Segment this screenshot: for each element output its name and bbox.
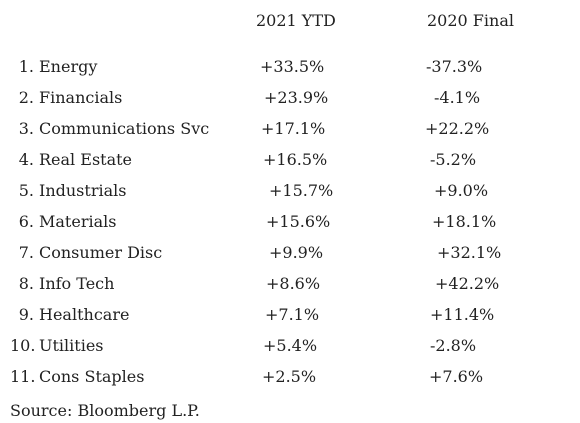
ytd-value: +15.6%: [266, 212, 331, 231]
sector-name: Consumer Disc: [39, 243, 163, 262]
ytd-value: +23.9%: [264, 88, 329, 107]
rank-number: 10.: [10, 336, 36, 355]
sector-name: Financials: [39, 88, 123, 107]
final-value: +22.2%: [425, 119, 490, 138]
ytd-value: +8.6%: [266, 274, 321, 293]
final-value: -4.1%: [434, 88, 481, 107]
rank-number: 8.: [18, 274, 34, 293]
rank-number: 4.: [18, 150, 34, 169]
final-value: +7.6%: [429, 367, 484, 386]
sector-name: Cons Staples: [39, 367, 145, 386]
table-row: 6. Materials +15.6% +18.1%: [0, 212, 580, 236]
final-value: -37.3%: [426, 57, 483, 76]
table-row: 7. Consumer Disc +9.9% +32.1%: [0, 243, 580, 267]
table-row: 9. Healthcare +7.1% +11.4%: [0, 305, 580, 329]
ytd-value: +5.4%: [263, 336, 318, 355]
table-row: 2. Financials +23.9% -4.1%: [0, 88, 580, 112]
source-note: Source: Bloomberg L.P.: [10, 401, 200, 420]
table-row: 3. Communications Svc +17.1% +22.2%: [0, 119, 580, 143]
table-row: 4. Real Estate +16.5% -5.2%: [0, 150, 580, 174]
final-value: +42.2%: [435, 274, 500, 293]
table-row: 8. Info Tech +8.6% +42.2%: [0, 274, 580, 298]
rank-number: 1.: [18, 57, 34, 76]
table-row: 10. Utilities +5.4% -2.8%: [0, 336, 580, 360]
column-header-2021-ytd: 2021 YTD: [256, 11, 336, 30]
rank-number: 6.: [18, 212, 34, 231]
final-value: +9.0%: [434, 181, 489, 200]
rank-number: 9.: [18, 305, 34, 324]
ytd-value: +9.9%: [269, 243, 324, 262]
rank-number: 5.: [18, 181, 34, 200]
sector-name: Energy: [39, 57, 98, 76]
sector-name: Utilities: [39, 336, 104, 355]
ytd-value: +17.1%: [261, 119, 326, 138]
rank-number: 3.: [18, 119, 34, 138]
sector-name: Industrials: [39, 181, 127, 200]
sector-name: Info Tech: [39, 274, 115, 293]
sector-name: Healthcare: [39, 305, 130, 324]
ytd-value: +33.5%: [260, 57, 325, 76]
ytd-value: +16.5%: [263, 150, 328, 169]
table-row: 1. Energy +33.5% -37.3%: [0, 57, 580, 81]
table-row: 5. Industrials +15.7% +9.0%: [0, 181, 580, 205]
final-value: -5.2%: [430, 150, 477, 169]
final-value: +18.1%: [432, 212, 497, 231]
final-value: +11.4%: [430, 305, 495, 324]
ytd-value: +7.1%: [265, 305, 320, 324]
ytd-value: +2.5%: [262, 367, 317, 386]
rank-number: 2.: [18, 88, 34, 107]
sector-name: Materials: [39, 212, 117, 231]
sector-name: Communications Svc: [39, 119, 210, 138]
final-value: +32.1%: [437, 243, 502, 262]
ytd-value: +15.7%: [269, 181, 334, 200]
rank-number: 7.: [18, 243, 34, 262]
sector-name: Real Estate: [39, 150, 133, 169]
column-header-2020-final: 2020 Final: [427, 11, 514, 30]
final-value: -2.8%: [430, 336, 477, 355]
table-row: 11. Cons Staples +2.5% +7.6%: [0, 367, 580, 391]
rank-number: 11.: [10, 367, 36, 386]
